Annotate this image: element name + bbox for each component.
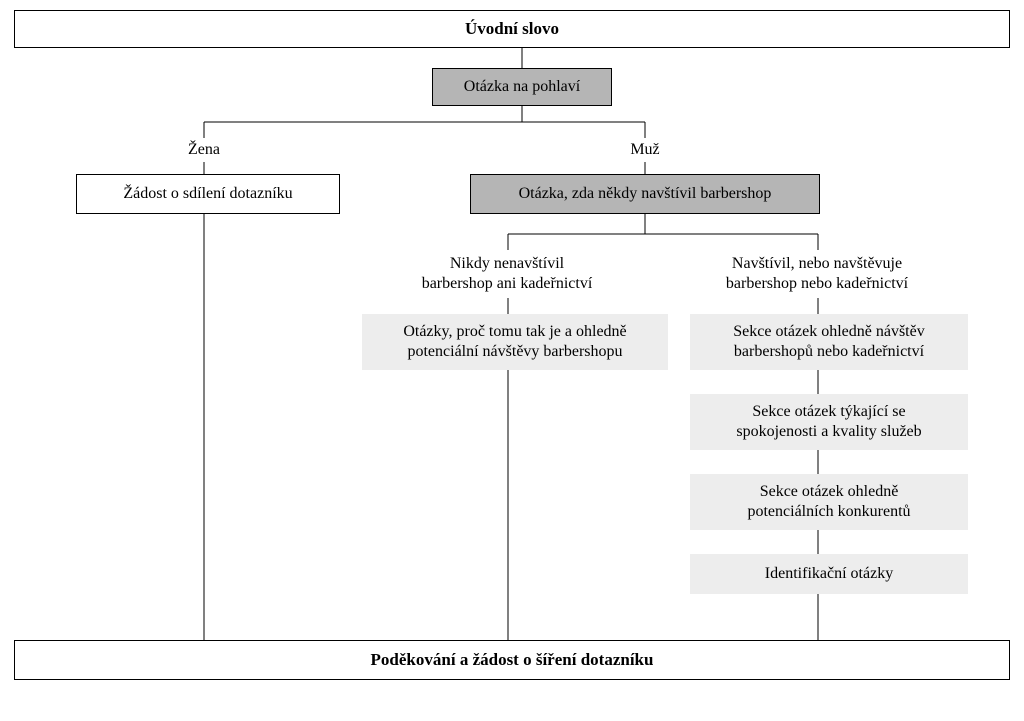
node-sec3: Sekce otázek ohledně potenciálních konku… xyxy=(690,474,968,530)
node-never_box: Otázky, proč tomu tak je a ohledně poten… xyxy=(362,314,668,370)
node-lbl_never: Nikdy nenavštívil barbershop ani kadeřni… xyxy=(382,250,632,298)
node-sec4: Identifikační otázky xyxy=(690,554,968,594)
node-lbl_male: Muž xyxy=(620,138,670,162)
node-female_box: Žádost o sdílení dotazníku xyxy=(76,174,340,214)
node-lbl_female: Žena xyxy=(174,138,234,162)
node-q_gender: Otázka na pohlaví xyxy=(432,68,612,106)
node-thanks: Poděkování a žádost o šíření dotazníku xyxy=(14,640,1010,680)
node-lbl_visits: Navštívil, nebo navštěvuje barbershop ne… xyxy=(684,250,950,298)
flowchart-stage: Úvodní slovo Otázka na pohlaví Žena Muž Žádo… xyxy=(0,0,1024,721)
node-q_visit: Otázka, zda někdy navštívil barbershop xyxy=(470,174,820,214)
node-sec1: Sekce otázek ohledně návštěv barbershopů… xyxy=(690,314,968,370)
node-intro: Úvodní slovo xyxy=(14,10,1010,48)
node-sec2: Sekce otázek týkající se spokojenosti a … xyxy=(690,394,968,450)
